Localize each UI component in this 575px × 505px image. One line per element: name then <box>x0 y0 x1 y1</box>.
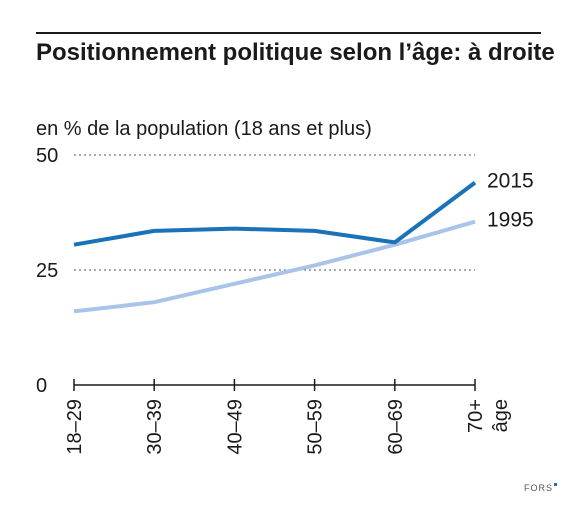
source-logo: FORS <box>524 483 557 493</box>
y-tick-label-25: 25 <box>36 260 58 282</box>
x-tick-label-4: 60–69 <box>385 399 407 455</box>
chart-subtitle: en % de la population (18 ans et plus) <box>36 118 372 140</box>
x-axis-label: âge <box>490 399 512 432</box>
x-tick-label-3: 50–59 <box>305 399 327 455</box>
source-label: FORS <box>523 483 553 493</box>
x-tick-label-5: 70+ <box>465 399 487 433</box>
series-lines <box>73 180 477 314</box>
y-tick-label-0: 0 <box>36 375 47 397</box>
title-rule <box>36 32 541 34</box>
gridlines <box>74 154 475 271</box>
x-tick-label-1: 30–39 <box>144 399 166 455</box>
x-tick-label-2: 40–49 <box>224 399 246 455</box>
series-label-2015: 2015 <box>487 170 534 193</box>
chart-title: Positionnement politique selon l’âge: à … <box>36 39 555 66</box>
series-label-1995: 1995 <box>487 209 534 232</box>
series-line-1995 <box>73 219 476 314</box>
tick-labels: 0 25 50 2015 1995 18–29 30–39 40–49 50–59 60–69 70… <box>36 145 534 455</box>
x-tick-label-0: 18–29 <box>64 399 86 455</box>
axes <box>73 379 476 391</box>
y-tick-label-50: 50 <box>36 145 58 167</box>
series-line-2015 <box>73 180 477 247</box>
source-dot-icon <box>554 483 557 486</box>
